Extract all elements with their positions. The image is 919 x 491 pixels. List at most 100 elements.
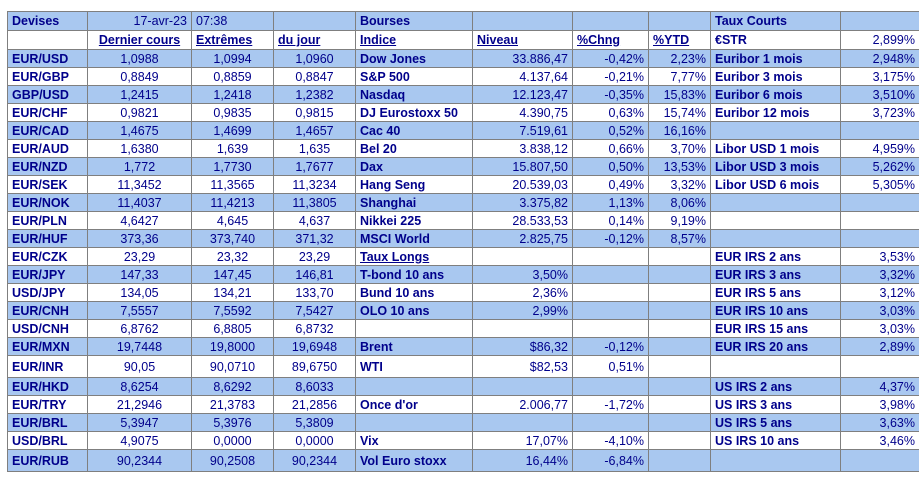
currency-low: 6,8732 — [273, 319, 356, 338]
index-level: 4.137,64 — [472, 67, 573, 86]
index-chng — [572, 413, 649, 432]
currency-high: 21,3783 — [191, 395, 274, 414]
currency-high: 7,5592 — [191, 301, 274, 320]
rate-value: 3,03% — [840, 319, 919, 338]
index-chng: -0,12% — [572, 337, 649, 356]
currency-low: 1,4657 — [273, 121, 356, 140]
currency-pair: EUR/CZK — [7, 247, 88, 266]
currency-pair: EUR/HUF — [7, 229, 88, 248]
index-level: 2.825,75 — [472, 229, 573, 248]
currency-last: 4,6427 — [87, 211, 192, 230]
currency-low: 5,3809 — [273, 413, 356, 432]
rate-value: 3,98% — [840, 395, 919, 414]
index-ytd — [648, 395, 711, 414]
currency-low: 0,9815 — [273, 103, 356, 122]
index-ytd — [648, 301, 711, 320]
index-chng — [572, 283, 649, 302]
index-ytd: 9,19% — [648, 211, 711, 230]
niveau-header: Niveau — [472, 30, 573, 50]
rate-value: 2,948% — [840, 49, 919, 68]
currency-low: 1,2382 — [273, 85, 356, 104]
currency-pair: EUR/INR — [7, 355, 88, 378]
index-level: 17,07% — [472, 431, 573, 450]
index-name: Vix — [355, 431, 473, 450]
index-ytd: 3,32% — [648, 175, 711, 194]
currency-pair: EUR/BRL — [7, 413, 88, 432]
currency-last: 6,8762 — [87, 319, 192, 338]
index-chng: 0,51% — [572, 355, 649, 378]
currency-high: 147,45 — [191, 265, 274, 284]
rate-label: US IRS 5 ans — [710, 413, 841, 432]
currency-last: 11,3452 — [87, 175, 192, 194]
rate-value: 5,305% — [840, 175, 919, 194]
header-row: Devises 17-avr-23 07:38 Bourses Taux Cou… — [7, 11, 919, 31]
rate-label: EUR IRS 5 ans — [710, 283, 841, 302]
index-name — [355, 413, 473, 432]
empty-header-cell — [273, 11, 356, 31]
index-ytd: 15,74% — [648, 103, 711, 122]
table-row: EUR/BRL 5,3947 5,3976 5,3809 US IRS 5 ans 3,6… — [7, 413, 919, 432]
index-name: Vol Euro stoxx — [355, 449, 473, 472]
table-row: EUR/USD 1,0988 1,0994 1,0960 Dow Jones 33.886… — [7, 49, 919, 68]
rate-label: Libor USD 6 mois — [710, 175, 841, 194]
index-level — [472, 247, 573, 266]
rate-label — [710, 229, 841, 248]
index-chng: -4,10% — [572, 431, 649, 450]
currency-low: 0,0000 — [273, 431, 356, 450]
index-ytd — [648, 319, 711, 338]
index-chng: -0,21% — [572, 67, 649, 86]
currency-last: 134,05 — [87, 283, 192, 302]
currency-pair: EUR/GBP — [7, 67, 88, 86]
currency-pair: EUR/NZD — [7, 157, 88, 176]
currency-last: 8,6254 — [87, 377, 192, 396]
currency-pair: EUR/AUD — [7, 139, 88, 158]
rate-label: EUR IRS 20 ans — [710, 337, 841, 356]
table-row: EUR/RUB 90,2344 90,2508 90,2344 Vol Euro sto… — [7, 449, 919, 472]
index-ytd — [648, 449, 711, 472]
currency-pair: EUR/NOK — [7, 193, 88, 212]
rate-value: 3,175% — [840, 67, 919, 86]
rate-label: EUR IRS 10 ans — [710, 301, 841, 320]
currency-last: 21,2946 — [87, 395, 192, 414]
rate-label: EUR IRS 15 ans — [710, 319, 841, 338]
currency-high: 0,9835 — [191, 103, 274, 122]
index-ytd — [648, 355, 711, 378]
index-level — [472, 377, 573, 396]
currency-pair: USD/CNH — [7, 319, 88, 338]
currency-pair: EUR/CHF — [7, 103, 88, 122]
index-name — [355, 319, 473, 338]
table-row: EUR/TRY 21,2946 21,3783 21,2856 Once d'or 2.0… — [7, 395, 919, 414]
index-chng — [572, 319, 649, 338]
index-level: 33.886,47 — [472, 49, 573, 68]
devises-header: Devises — [7, 11, 88, 31]
currency-high: 1,2418 — [191, 85, 274, 104]
currency-pair: EUR/PLN — [7, 211, 88, 230]
index-name: Bel 20 — [355, 139, 473, 158]
table-row: USD/JPY 134,05 134,21 133,70 Bund 10 ans 2,36… — [7, 283, 919, 302]
index-level: 2.006,77 — [472, 395, 573, 414]
currency-last: 373,36 — [87, 229, 192, 248]
currency-low: 7,5427 — [273, 301, 356, 320]
currency-pair: GBP/USD — [7, 85, 88, 104]
index-ytd: 8,57% — [648, 229, 711, 248]
currency-low: 21,2856 — [273, 395, 356, 414]
currency-high: 1,4699 — [191, 121, 274, 140]
index-ytd — [648, 431, 711, 450]
rate-label: EUR IRS 3 ans — [710, 265, 841, 284]
index-ytd: 8,06% — [648, 193, 711, 212]
currency-last: 1,2415 — [87, 85, 192, 104]
rate-value: 2,89% — [840, 337, 919, 356]
rate-value — [840, 121, 919, 140]
rate-value: 5,262% — [840, 157, 919, 176]
currency-high: 1,639 — [191, 139, 274, 158]
currency-low: 11,3234 — [273, 175, 356, 194]
empty-header-cell — [472, 11, 573, 31]
currency-high: 1,0994 — [191, 49, 274, 68]
currency-high: 90,2508 — [191, 449, 274, 472]
estr-value: 2,899% — [840, 30, 919, 50]
currency-pair: EUR/CNH — [7, 301, 88, 320]
currency-last: 90,2344 — [87, 449, 192, 472]
currency-pair: EUR/HKD — [7, 377, 88, 396]
index-name: Dow Jones — [355, 49, 473, 68]
date-cell: 17-avr-23 — [87, 11, 192, 31]
